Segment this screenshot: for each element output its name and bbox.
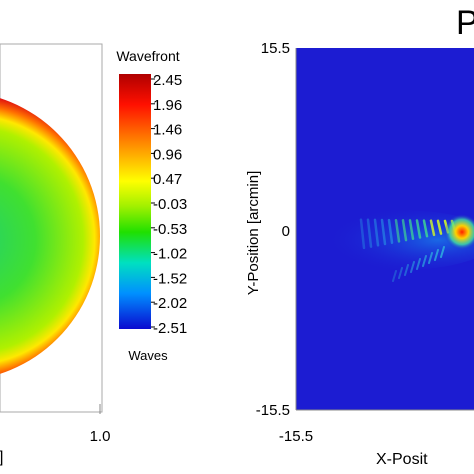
psf-map: 15.5 0 -15.5 -15.5 Y-Position [arcmin] X… [245,4,474,468]
psf-x-axis-label: X-Posit [376,451,428,468]
psf-fringe [394,218,401,243]
psf-y-tick-zero: 0 [282,223,290,240]
psf-fringe [408,219,415,241]
psf-x-tick-left: -15.5 [279,428,313,445]
psf-fringe [429,219,436,237]
psf-fringe [359,218,366,250]
colorbar-tick-label: 0.47 [153,171,182,188]
wavefront-x-label-fragment: ] [0,449,3,466]
colorbar-tick-label: -2.02 [153,295,187,312]
psf-fringe [434,249,439,261]
psf-fringe [401,219,408,242]
psf-fringe [415,219,422,239]
colorbar-gradient [119,74,151,329]
colorbar-tick-label: -2.51 [153,320,187,337]
psf-peak [444,214,474,250]
colorbar: Wavefront 2.45 1.96 1.46 0.96 0.47 -0.03 -0.53… [116,48,187,363]
psf-fringe [436,219,443,235]
psf-fringe [404,264,409,276]
psf-fringe [428,252,433,264]
psf-fringe [422,219,429,238]
psf-fringe [422,255,427,267]
psf-fringe [380,218,387,246]
colorbar-title: Wavefront [116,48,179,64]
colorbar-tick-label: -0.53 [153,221,187,238]
colorbar-tick-label: 1.46 [153,122,182,139]
colorbar-tick-label: 2.45 [153,72,182,89]
colorbar-unit: Waves [128,348,168,363]
colorbar-tick-label: 0.96 [153,146,182,163]
wavefront-x-tick-1: 1.0 [90,428,111,445]
colorbar-tick-label: -1.52 [153,270,187,287]
psf-fringe [366,218,373,248]
colorbar-tick-label: -0.03 [153,196,187,213]
colorbar-tick-label: 1.96 [153,97,182,114]
psf-fringe [373,218,380,247]
psf-fringe [416,258,421,270]
wavefront-pupil [0,98,100,374]
psf-fringe [410,261,415,273]
psf-y-tick-top: 15.5 [261,40,290,57]
psf-fringe [387,218,394,244]
colorbar-ticks: 2.45 1.96 1.46 0.96 0.47 -0.03 -0.53 -1.02 -1.52… [151,72,187,337]
psf-fringe [392,270,397,282]
psf-title: P [456,4,474,42]
wavefront-map: 1.0 ] [0,43,111,466]
psf-fringe [440,246,445,258]
colorbar-tick-label: -1.02 [153,246,187,263]
psf-y-tick-bottom: -15.5 [256,402,290,419]
psf-y-axis-label: Y-Position [arcmin] [245,171,262,296]
psf-fringe [398,267,403,279]
